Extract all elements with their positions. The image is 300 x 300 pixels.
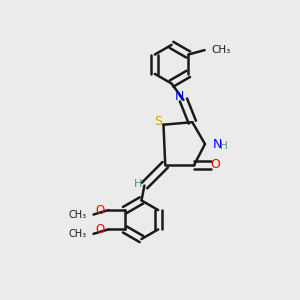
Text: CH₃: CH₃ [69,209,87,220]
Text: S: S [154,115,162,128]
Text: CH₃: CH₃ [211,45,230,55]
Text: N: N [175,90,184,103]
Text: N: N [212,138,222,151]
Text: O: O [96,223,105,236]
Text: O: O [210,158,220,171]
Text: CH₃: CH₃ [69,229,87,239]
Text: H: H [134,179,142,189]
Text: O: O [96,204,105,217]
Text: H: H [220,141,228,152]
